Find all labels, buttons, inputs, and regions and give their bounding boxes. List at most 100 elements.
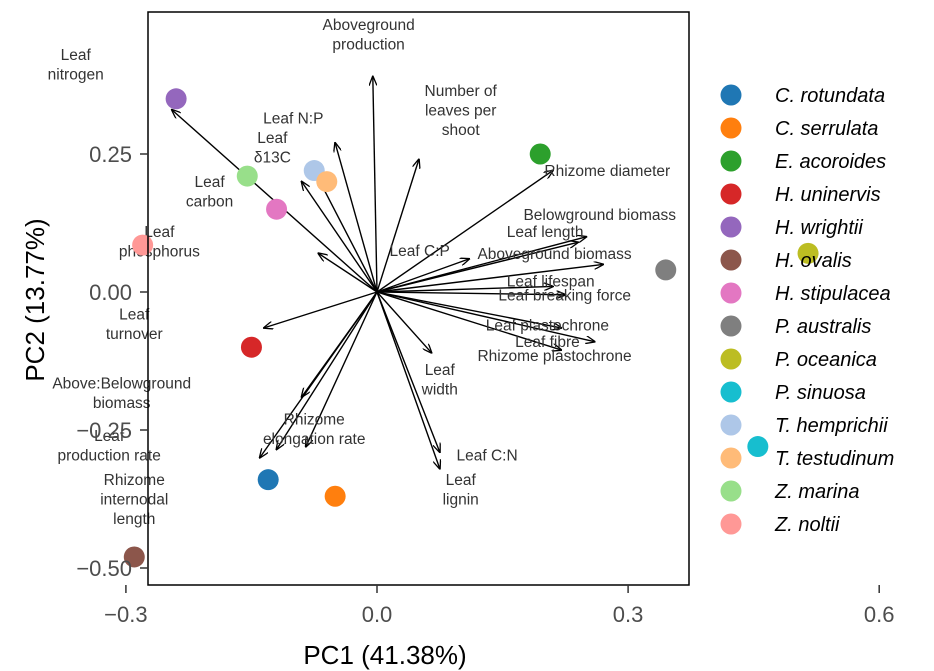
- legend-swatch: [720, 117, 742, 139]
- loading-label: Aboveground production: [323, 17, 415, 54]
- loading-arrow: [376, 286, 553, 293]
- loading-label-line: Leaf: [61, 47, 92, 64]
- legend-label: Z. noltii: [774, 514, 840, 536]
- legend-label: C. rotundata: [775, 85, 885, 107]
- loading-arrow: [306, 291, 378, 447]
- legend-label: P. oceanica: [775, 349, 877, 371]
- y-tick-label: −0.25: [76, 418, 132, 443]
- loading-arrow: [376, 242, 578, 293]
- loading-label-line: Leaf fibre: [515, 334, 580, 351]
- species-point: [123, 546, 145, 568]
- loading-label-line: shoot: [442, 122, 481, 139]
- loading-label-line: Leaf: [425, 362, 456, 379]
- species-point: [747, 436, 769, 458]
- loading-label-line: Rhizome: [284, 411, 345, 428]
- species-point: [316, 171, 338, 193]
- loading-label: Above:Belowground biomass: [52, 376, 191, 413]
- loadings-layer: [172, 77, 603, 469]
- loading-labels-layer: Aboveground production Leaf nitrogen Leaf N:…: [48, 17, 677, 528]
- loading-label: Leaf fibre: [515, 334, 580, 351]
- loading-label: Rhizome internodal length: [100, 472, 168, 528]
- legend-label: E. acoroides: [775, 151, 886, 173]
- legend-label: P. sinuosa: [775, 382, 866, 404]
- loading-label: Leaf breaking force: [498, 287, 631, 304]
- loading-arrow: [376, 291, 595, 342]
- legend-swatch: [720, 513, 742, 535]
- loading-label: Number of leaves per shoot: [425, 83, 498, 139]
- loading-label-line: Above:Belowground: [52, 376, 191, 393]
- loading-arrow: [376, 291, 440, 452]
- loading-label-line: Leaf: [195, 174, 226, 191]
- loading-label-line: leaves per: [425, 103, 497, 120]
- legend-swatch: [720, 315, 742, 337]
- loading-label: Belowground biomass: [523, 207, 676, 224]
- loading-arrow: [376, 291, 440, 469]
- loading-arrow: [376, 291, 561, 350]
- loading-label-line: Leaf: [119, 307, 150, 324]
- legend-label: T. hemprichii: [775, 415, 888, 437]
- loading-label: Rhizome plastochrone: [477, 348, 631, 365]
- legend-label: Z. marina: [774, 481, 859, 503]
- loading-label-line: Aboveground: [323, 17, 415, 34]
- loading-label-line: Leaf lifespan: [507, 273, 595, 290]
- loading-arrow: [376, 171, 553, 293]
- legend-swatch: [720, 282, 742, 304]
- species-point: [236, 165, 258, 187]
- loading-label-line: Belowground biomass: [523, 207, 676, 224]
- loading-label-line: Leaf: [446, 472, 477, 489]
- loading-label-line: Leaf: [257, 130, 288, 147]
- legend-label: C. serrulata: [775, 118, 878, 140]
- legend-swatch: [720, 348, 742, 370]
- loading-label-line: elongation rate: [263, 431, 366, 448]
- loading-label-line: Number of: [425, 83, 498, 100]
- loading-label-line: Leaf: [144, 224, 175, 241]
- legend-label: P. australis: [775, 316, 871, 338]
- loading-label-line: Leaf plastochrone: [486, 318, 609, 335]
- species-point: [165, 88, 187, 110]
- legend-swatch: [720, 84, 742, 106]
- loading-label-line: width: [421, 381, 458, 398]
- legend-swatch: [720, 150, 742, 172]
- species-point: [132, 234, 154, 256]
- loading-label: Leaf N:P: [263, 111, 323, 128]
- plot-frame: [147, 11, 690, 586]
- species-point: [266, 198, 288, 220]
- loading-label: Leaf length: [507, 224, 584, 241]
- loading-label: Leaf turnover: [106, 307, 163, 344]
- loading-label: Leaf C:P: [390, 243, 450, 260]
- legend-swatch: [720, 447, 742, 469]
- loading-arrow: [376, 259, 469, 293]
- loading-label: Leaf δ13C: [254, 130, 291, 167]
- loading-arrow: [376, 160, 419, 293]
- legend-swatch: [720, 414, 742, 436]
- loading-arrow: [376, 291, 431, 353]
- loading-arrow: [376, 264, 603, 293]
- loading-label-line: Rhizome: [104, 472, 165, 489]
- legend-swatch: [720, 249, 742, 271]
- x-tick-label: 0.0: [362, 602, 393, 627]
- species-point: [324, 485, 346, 507]
- loading-arrow: [318, 253, 378, 293]
- species-point: [797, 242, 819, 264]
- loading-label: Leaf carbon: [186, 174, 233, 211]
- loading-label-line: Aboveground biomass: [477, 246, 631, 263]
- loading-label-line: Leaf: [94, 428, 125, 445]
- loading-arrow: [302, 182, 378, 293]
- x-axis: −0.3 0.0 0.3 0.6: [104, 585, 894, 627]
- loading-label: Rhizome elongation rate: [263, 411, 366, 448]
- x-tick-label: 0.6: [864, 602, 895, 627]
- loading-arrow: [277, 291, 378, 449]
- loading-label: Leaf nitrogen: [48, 47, 104, 84]
- loading-label: Leaf C:N: [457, 447, 518, 464]
- loading-label-line: biomass: [93, 395, 151, 412]
- species-point: [529, 143, 551, 165]
- loading-label: Leaf lignin: [443, 472, 479, 509]
- legend: C. rotundata C. serrulata E. acoroides H. u…: [720, 84, 894, 536]
- species-point: [655, 259, 677, 281]
- loading-label: Leaf width: [421, 362, 458, 399]
- legend-swatch: [720, 216, 742, 238]
- loading-arrow: [376, 291, 561, 328]
- loading-label-line: Leaf C:P: [390, 243, 450, 260]
- loading-label-line: lignin: [443, 492, 479, 509]
